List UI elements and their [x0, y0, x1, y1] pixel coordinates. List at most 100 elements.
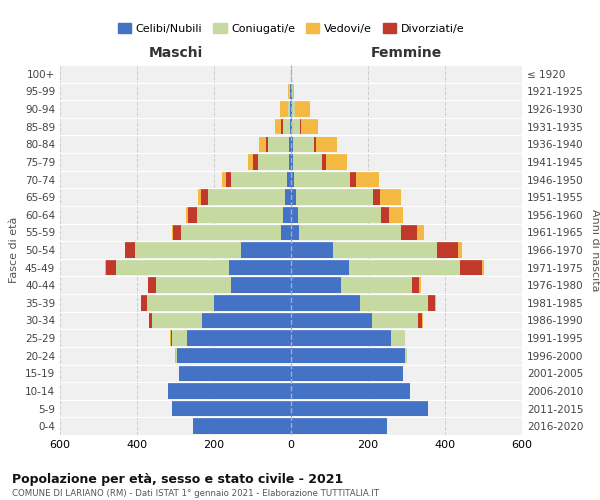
Bar	[280, 102, 288, 117]
Text: Maschi: Maschi	[148, 46, 203, 60]
Bar	[291, 154, 293, 170]
Bar	[178, 348, 291, 364]
Bar	[283, 119, 290, 134]
Bar	[281, 119, 283, 134]
Bar	[293, 136, 314, 152]
Bar	[295, 102, 310, 117]
Bar	[350, 172, 356, 188]
Bar	[372, 312, 418, 328]
Bar	[291, 348, 404, 364]
Bar	[259, 136, 266, 152]
Bar	[291, 66, 292, 82]
Bar	[291, 330, 391, 346]
Bar	[296, 190, 373, 205]
Bar	[291, 207, 298, 222]
Bar	[172, 224, 173, 240]
Bar	[373, 190, 380, 205]
Bar	[281, 224, 291, 240]
Bar	[291, 383, 410, 398]
Bar	[294, 172, 350, 188]
Bar	[291, 119, 292, 134]
Bar	[291, 102, 292, 117]
Bar	[222, 172, 226, 188]
Bar	[285, 190, 291, 205]
Bar	[168, 383, 291, 398]
Bar	[289, 136, 291, 152]
Bar	[299, 224, 401, 240]
Bar	[179, 366, 291, 381]
Bar	[391, 330, 404, 346]
Bar	[288, 102, 290, 117]
Bar	[193, 418, 291, 434]
Bar	[291, 224, 299, 240]
Bar	[356, 172, 379, 188]
Bar	[175, 348, 176, 364]
Bar	[291, 401, 428, 416]
Bar	[186, 207, 188, 222]
Bar	[172, 401, 291, 416]
Bar	[172, 330, 187, 346]
Bar	[404, 348, 407, 364]
Bar	[214, 295, 291, 310]
Bar	[106, 260, 116, 276]
Bar	[291, 84, 292, 99]
Bar	[291, 136, 293, 152]
Bar	[253, 154, 258, 170]
Bar	[298, 207, 381, 222]
Bar	[316, 136, 337, 152]
Bar	[283, 207, 291, 222]
Bar	[156, 278, 232, 293]
Bar	[275, 119, 281, 134]
Bar	[202, 312, 291, 328]
Bar	[232, 172, 287, 188]
Bar	[198, 190, 201, 205]
Bar	[268, 136, 289, 152]
Legend: Celibi/Nubili, Coniugati/e, Vedovi/e, Divorziati/e: Celibi/Nubili, Coniugati/e, Vedovi/e, Di…	[113, 19, 469, 38]
Bar	[300, 119, 301, 134]
Bar	[266, 136, 268, 152]
Bar	[482, 260, 484, 276]
Bar	[291, 418, 387, 434]
Y-axis label: Anni di nascita: Anni di nascita	[590, 209, 600, 291]
Bar	[290, 119, 291, 134]
Bar	[291, 190, 296, 205]
Bar	[434, 295, 436, 310]
Bar	[290, 84, 291, 99]
Bar	[404, 330, 406, 346]
Bar	[152, 312, 202, 328]
Bar	[146, 295, 214, 310]
Bar	[292, 84, 293, 99]
Bar	[187, 330, 291, 346]
Bar	[401, 224, 417, 240]
Bar	[412, 278, 419, 293]
Bar	[229, 260, 291, 276]
Bar	[241, 242, 291, 258]
Bar	[380, 190, 401, 205]
Bar	[291, 295, 360, 310]
Bar	[291, 260, 349, 276]
Bar	[226, 172, 232, 188]
Bar	[334, 242, 437, 258]
Bar	[149, 312, 152, 328]
Bar	[418, 312, 422, 328]
Bar	[125, 242, 135, 258]
Bar	[188, 207, 197, 222]
Bar	[208, 190, 285, 205]
Bar	[437, 242, 458, 258]
Bar	[291, 278, 341, 293]
Bar	[322, 154, 326, 170]
Bar	[289, 154, 291, 170]
Bar	[419, 278, 421, 293]
Bar	[181, 224, 281, 240]
Bar	[248, 154, 253, 170]
Bar	[326, 154, 347, 170]
Bar	[232, 278, 291, 293]
Bar	[171, 330, 172, 346]
Bar	[360, 295, 428, 310]
Bar	[417, 224, 424, 240]
Bar	[314, 136, 316, 152]
Bar	[290, 102, 291, 117]
Bar	[291, 242, 334, 258]
Y-axis label: Fasce di età: Fasce di età	[10, 217, 19, 283]
Text: Popolazione per età, sesso e stato civile - 2021: Popolazione per età, sesso e stato civil…	[12, 472, 343, 486]
